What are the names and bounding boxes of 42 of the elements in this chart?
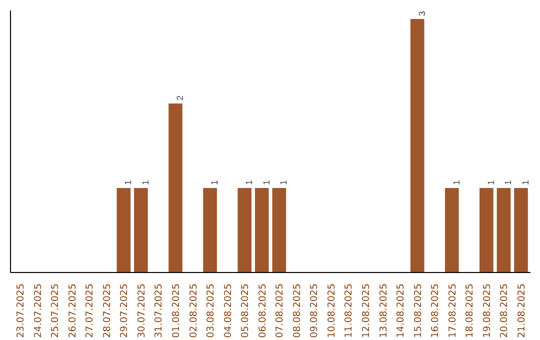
x-tick-label: 29.07.2025 — [119, 283, 130, 338]
x-tick-label: 21.08.2025 — [516, 283, 528, 338]
x-tick-label: 09.08.2025 — [309, 283, 320, 338]
data-label: 2 — [174, 95, 185, 100]
x-tick-label: 25.07.2025 — [50, 283, 62, 338]
x-tick-label: 19.08.2025 — [482, 283, 493, 338]
x-tick-label: 28.07.2025 — [102, 283, 113, 338]
x-tick-label: 20.08.2025 — [499, 283, 510, 338]
x-tick-label: 13.08.2025 — [378, 283, 390, 338]
x-tick-label: 23.07.2025 — [16, 283, 26, 338]
x-tick-label: 11.08.2025 — [344, 283, 355, 338]
x-tick-label: 31.07.2025 — [154, 283, 165, 338]
data-label: 1 — [140, 180, 150, 185]
x-tick-label: 01.08.2025 — [170, 283, 182, 338]
x-tick-label: 07.08.2025 — [274, 283, 286, 338]
x-tick-label: 08.08.2025 — [292, 283, 303, 338]
x-tick-label: 26.07.2025 — [67, 283, 78, 338]
x-tick-label: 18.08.2025 — [464, 283, 476, 338]
data-label: 1 — [278, 180, 289, 185]
x-tick-label: 02.08.2025 — [188, 283, 200, 338]
x-tick-label: 30.07.2025 — [136, 283, 148, 338]
data-label: 1 — [503, 180, 514, 185]
data-label: 1 — [244, 180, 254, 185]
x-tick-label: 24.07.2025 — [32, 283, 44, 338]
x-tick-label: 14.08.2025 — [396, 283, 407, 338]
data-label: 1 — [451, 180, 462, 185]
data-label: 1 — [520, 180, 530, 185]
x-tick-label: 27.07.2025 — [84, 283, 96, 338]
data-label: 1 — [210, 180, 220, 185]
data-label: 1 — [261, 180, 272, 185]
x-tick-label: 17.08.2025 — [447, 283, 458, 338]
data-label: 1 — [123, 180, 134, 185]
x-tick-label: 15.08.2025 — [412, 283, 424, 338]
x-tick-label: 04.08.2025 — [222, 283, 234, 338]
x-tick-label: 12.08.2025 — [361, 283, 372, 338]
x-tick-label: 06.08.2025 — [257, 283, 268, 338]
x-tick-label: 05.08.2025 — [240, 283, 252, 338]
data-label: 1 — [486, 180, 496, 185]
x-tick-label: 03.08.2025 — [206, 283, 217, 338]
data-label: 3 — [416, 10, 427, 16]
x-tick-label: 10.08.2025 — [326, 283, 338, 338]
x-tick-label: 16.08.2025 — [430, 283, 442, 338]
